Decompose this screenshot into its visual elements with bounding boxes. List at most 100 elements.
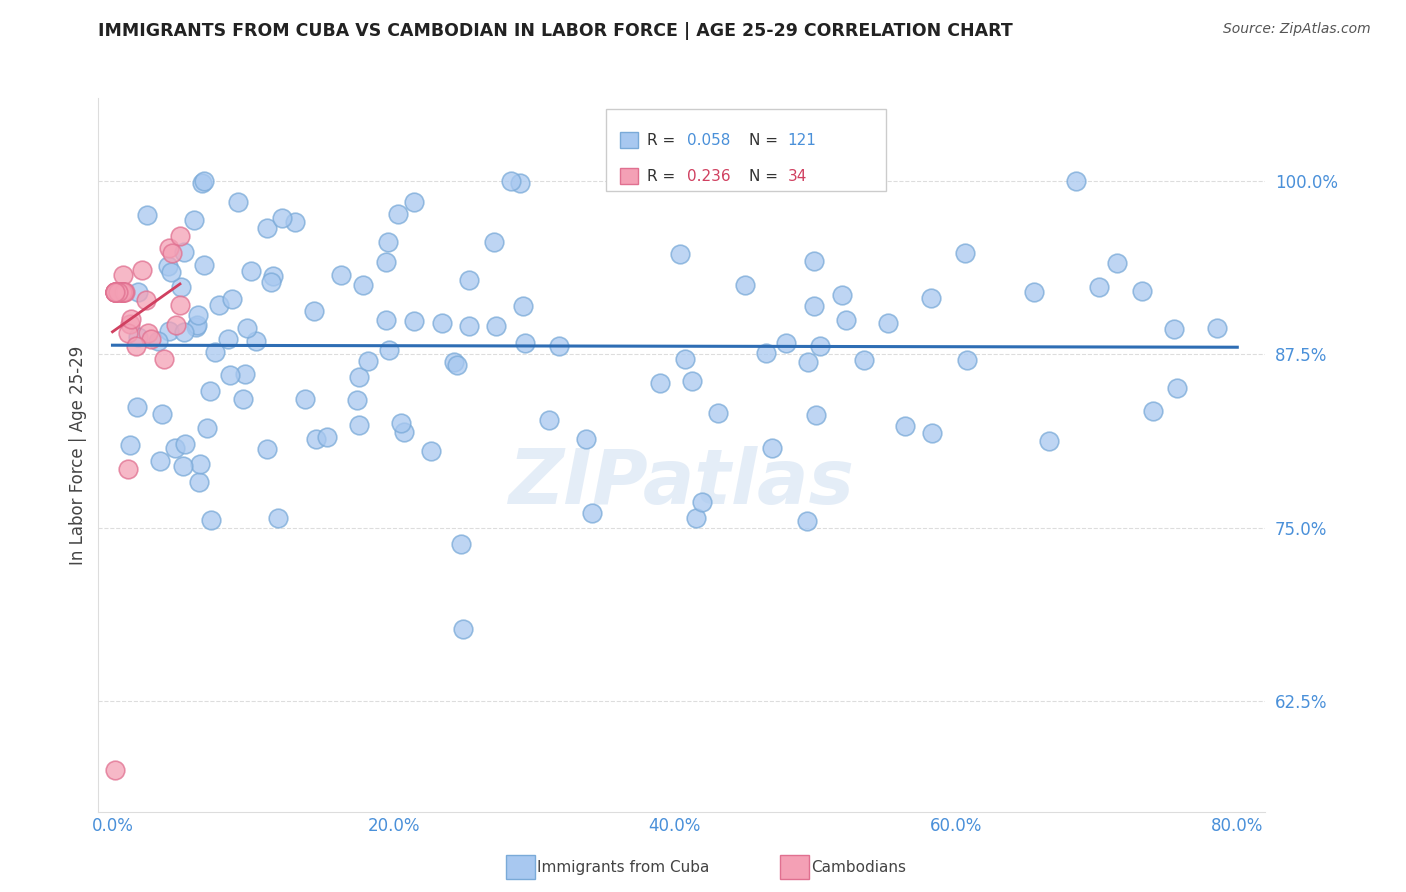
Point: [378, 343, 401, 358]
Point: [831, 288, 853, 302]
Point: [685, 511, 707, 525]
Point: [263, 269, 285, 284]
Point: [1142, 404, 1164, 418]
Point: [267, 511, 290, 525]
Point: [953, 245, 976, 260]
Point: [808, 339, 831, 353]
Point: [761, 442, 783, 456]
Point: [547, 339, 569, 353]
Point: [956, 353, 979, 368]
Point: [450, 537, 472, 551]
Text: IMMIGRANTS FROM CUBA VS CAMBODIAN IN LABOR FORCE | AGE 25-29 CORRELATION CHART: IMMIGRANTS FROM CUBA VS CAMBODIAN IN LAB…: [98, 22, 1014, 40]
Point: [111, 285, 134, 299]
Point: [111, 285, 134, 299]
Point: [420, 443, 443, 458]
Point: [104, 285, 127, 299]
Point: [921, 425, 943, 440]
Point: [160, 265, 183, 279]
Point: [1163, 321, 1185, 335]
Point: [219, 368, 242, 382]
Text: R =: R =: [647, 133, 681, 147]
Bar: [620, 132, 638, 148]
Point: [114, 285, 136, 299]
Point: [186, 319, 208, 334]
Point: [305, 432, 328, 446]
Point: [259, 275, 281, 289]
Point: [352, 278, 374, 293]
Point: [127, 285, 149, 299]
Point: [173, 326, 195, 340]
Point: [451, 622, 474, 636]
Point: [482, 235, 505, 250]
Point: [148, 454, 170, 468]
Point: [135, 293, 157, 307]
Point: [804, 408, 827, 422]
Point: [375, 254, 398, 268]
Point: [190, 458, 212, 472]
Text: Immigrants from Cuba: Immigrants from Cuba: [537, 860, 710, 874]
Point: [157, 324, 180, 338]
Point: [136, 208, 159, 222]
Point: [173, 245, 195, 260]
Point: [118, 317, 141, 331]
Point: [1107, 255, 1129, 269]
Point: [755, 346, 778, 360]
Point: [803, 299, 825, 313]
Point: [620, 174, 643, 188]
Point: [835, 313, 858, 327]
Point: [172, 459, 194, 474]
Point: [117, 461, 139, 475]
Point: [125, 339, 148, 353]
Point: [775, 336, 797, 351]
Point: [256, 442, 278, 457]
Text: ZIPatlas: ZIPatlas: [509, 447, 855, 520]
FancyBboxPatch shape: [606, 109, 886, 191]
Point: [1022, 285, 1045, 299]
Point: [349, 370, 371, 384]
Point: [198, 384, 221, 398]
Point: [150, 407, 173, 421]
Point: [104, 285, 127, 299]
Point: [174, 437, 197, 451]
Point: [107, 285, 129, 299]
Point: [1038, 434, 1060, 448]
Text: N =: N =: [749, 133, 783, 147]
Point: [104, 285, 127, 299]
Point: [377, 235, 399, 249]
Point: [170, 279, 193, 293]
Point: [204, 344, 226, 359]
Point: [120, 438, 142, 452]
Point: [239, 264, 262, 278]
Point: [673, 351, 696, 366]
Point: [228, 195, 250, 210]
Point: [125, 400, 148, 414]
Point: [877, 316, 900, 330]
Point: [1064, 174, 1087, 188]
Text: Cambodians: Cambodians: [811, 860, 907, 874]
Point: [105, 285, 128, 299]
Text: Source: ZipAtlas.com: Source: ZipAtlas.com: [1223, 22, 1371, 37]
Point: [509, 176, 531, 190]
Point: [193, 174, 215, 188]
Text: 0.058: 0.058: [688, 133, 731, 147]
Point: [575, 432, 598, 446]
Point: [443, 355, 465, 369]
Point: [294, 392, 316, 407]
Point: [165, 441, 187, 455]
Text: 121: 121: [787, 133, 817, 147]
Point: [104, 285, 127, 299]
Text: 0.236: 0.236: [688, 169, 731, 184]
Point: [232, 392, 254, 406]
Point: [374, 312, 396, 326]
Point: [357, 353, 380, 368]
Point: [186, 318, 208, 332]
Point: [920, 291, 942, 305]
Point: [853, 353, 876, 368]
Point: [107, 285, 129, 299]
Point: [669, 246, 692, 260]
Point: [457, 319, 479, 334]
Point: [148, 334, 170, 348]
Point: [200, 512, 222, 526]
Point: [256, 221, 278, 235]
Point: [187, 308, 209, 322]
